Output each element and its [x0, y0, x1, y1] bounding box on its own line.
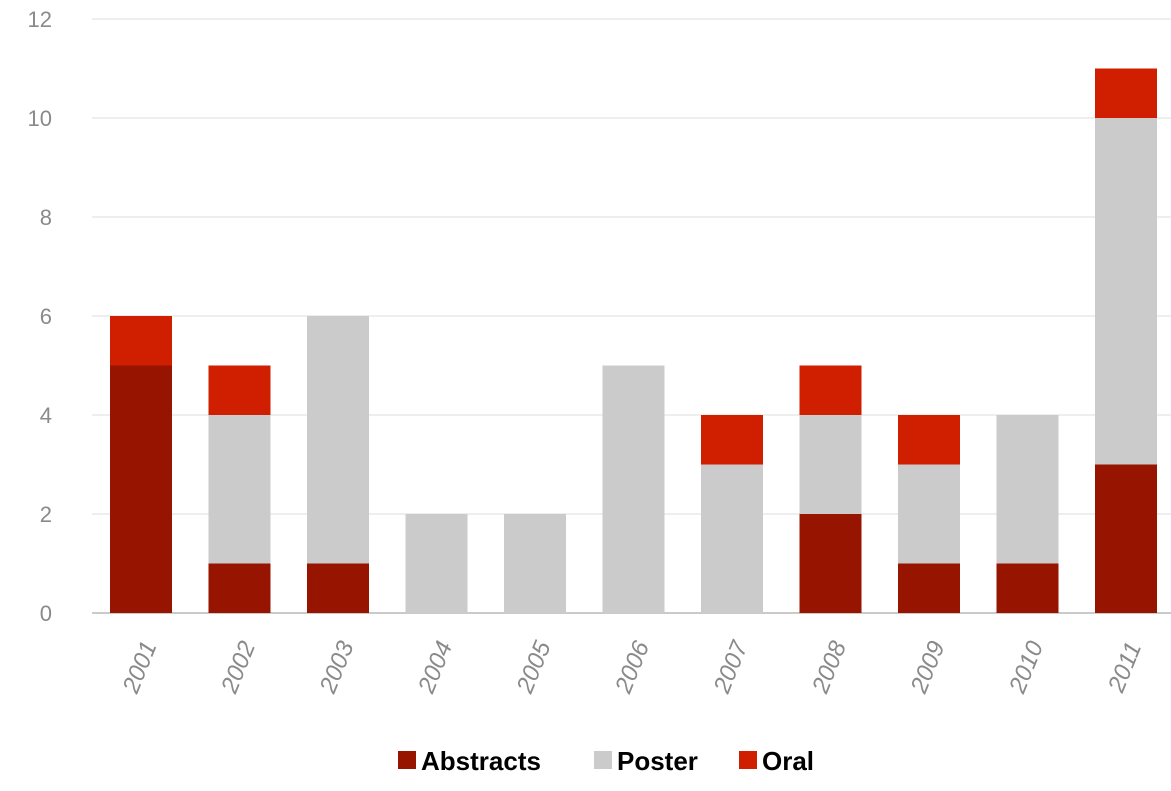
- y-axis-ticks: 0 2 4 6 8 10 12: [28, 7, 52, 626]
- bar-poster-2007: [701, 465, 763, 614]
- x-tick-label: 2006: [610, 637, 656, 698]
- bar-abstracts-2003: [307, 564, 369, 614]
- bar-oral-2008: [800, 366, 862, 416]
- bar-abstracts-2001: [110, 366, 172, 614]
- bar-abstracts-2002: [209, 564, 271, 614]
- y-tick-label: 0: [40, 601, 52, 626]
- bar-poster-2005: [504, 514, 566, 613]
- bar-poster-2006: [603, 366, 665, 614]
- bar-oral-2009: [898, 415, 960, 465]
- x-tick-label: 2011: [1102, 638, 1147, 697]
- x-tick-label: 2005: [511, 637, 557, 698]
- y-tick-label: 6: [40, 304, 52, 329]
- legend-swatch-poster: [594, 751, 612, 769]
- bar-poster-2003: [307, 316, 369, 564]
- bar-oral-2001: [110, 316, 172, 366]
- x-axis-ticks: 2001 2002 2003 2004 2005 2006 2007 2008 2009 2010…: [117, 636, 1147, 698]
- bar-abstracts-2008: [800, 514, 862, 613]
- bar-abstracts-2010: [997, 564, 1059, 614]
- x-tick-label: 2004: [413, 637, 458, 698]
- legend-label-oral: Oral: [762, 746, 814, 776]
- bar-abstracts-2011: [1095, 465, 1157, 614]
- bar-poster-2009: [898, 465, 960, 564]
- bars: [110, 69, 1157, 614]
- y-tick-label: 12: [28, 7, 52, 32]
- bar-poster-2004: [406, 514, 468, 613]
- bar-oral-2007: [701, 415, 763, 465]
- x-tick-label: 2002: [216, 637, 261, 698]
- legend-label-poster: Poster: [617, 746, 698, 776]
- bar-oral-2002: [209, 366, 271, 416]
- legend: Abstracts Poster Oral: [398, 746, 814, 776]
- x-tick-label: 2003: [314, 637, 360, 698]
- legend-swatch-oral: [739, 751, 757, 769]
- bar-poster-2008: [800, 415, 862, 514]
- x-tick-label: 2001: [117, 637, 162, 698]
- bar-abstracts-2009: [898, 564, 960, 614]
- y-tick-label: 8: [40, 205, 52, 230]
- bar-poster-2011: [1095, 118, 1157, 465]
- x-tick-label: 2010: [1004, 637, 1050, 698]
- y-tick-label: 10: [28, 106, 52, 131]
- x-tick-label: 2007: [708, 636, 754, 698]
- legend-label-abstracts: Abstracts: [421, 746, 541, 776]
- legend-swatch-abstracts: [398, 751, 416, 769]
- bar-poster-2002: [209, 415, 271, 564]
- x-tick-label: 2009: [905, 637, 950, 698]
- bar-poster-2010: [997, 415, 1059, 564]
- x-tick-label: 2008: [807, 637, 853, 698]
- y-tick-label: 2: [40, 502, 52, 527]
- y-tick-label: 4: [40, 403, 52, 428]
- bar-oral-2011: [1095, 69, 1157, 119]
